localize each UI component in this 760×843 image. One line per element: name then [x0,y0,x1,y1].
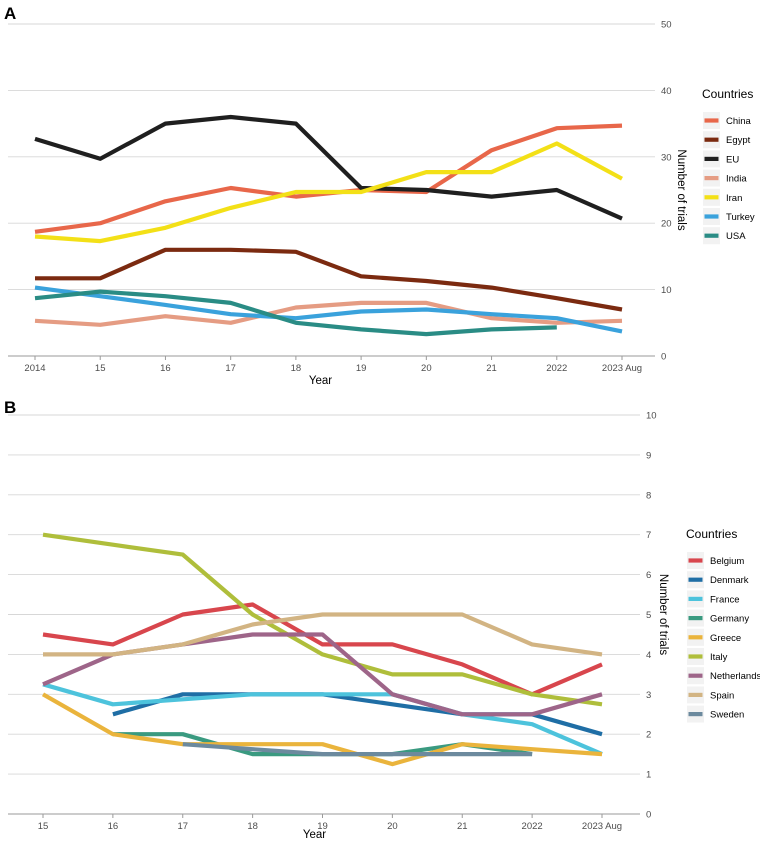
legend-label-belgium: Belgium [710,556,744,567]
legend: Countries Belgium Denmark France Germany Gree… [686,527,760,723]
legend-label-italy: Italy [710,652,728,663]
y-tick-label: 8 [646,490,651,501]
y-tick-label: 0 [661,352,666,363]
series-line-greece [41,692,603,767]
legend-label-germany: Germany [710,614,749,625]
legend: Countries China Egypt EU India Iran Turkey USA [702,87,755,245]
y-tick-label: 30 [661,152,672,163]
x-tick-label: 16 [108,821,119,832]
y-tick-label: 0 [646,810,651,821]
x-tick-label: 21 [457,821,468,832]
series-line-usa [34,289,557,337]
y-tick-label: 1 [646,770,651,781]
y-tick-label: 9 [646,450,651,461]
y-tick-label: 20 [661,219,672,230]
legend-label-netherlands: Netherlands [710,671,760,682]
series-line-iran [34,141,623,244]
x-axis-title: Year [309,375,332,387]
x-axis-title: Year [303,829,326,841]
legend-label-turkey: Turkey [726,212,755,223]
y-tick-label: 6 [646,570,651,581]
y-tick-label: 50 [661,20,672,31]
x-tick-label: 18 [247,821,258,832]
legend-title: Countries [686,527,737,541]
legend-label-usa: USA [726,231,746,242]
x-tick-label: 19 [317,821,328,832]
series-line-france [42,682,603,757]
x-tick-label: 2023 Aug [582,821,622,832]
legend-title: Countries [702,87,753,101]
legend-label-egypt: Egypt [726,135,751,146]
series-line-sweden [182,742,533,757]
y-tick-label: 10 [661,285,672,296]
y-tick-label: 10 [646,411,657,422]
x-tick-label: 15 [38,821,49,832]
y-tick-label: 5 [646,610,651,621]
series-line-egypt [35,247,623,312]
y-tick-label: 2 [646,730,651,741]
y-tick-label: 4 [646,650,651,661]
x-tick-label: 20 [387,821,398,832]
x-tick-label: 16 [160,363,171,374]
series-line-italy [42,532,603,707]
y-axis-title: Number of trials [657,574,669,655]
y-tick-label: 40 [661,86,672,97]
series-line-india [34,300,623,327]
x-tick-label: 2022 [546,363,567,374]
legend-label-spain: Spain [710,690,734,701]
legend-label-eu: EU [726,154,739,165]
x-tick-label: 17 [177,821,188,832]
x-tick-label: 2023 Aug [602,363,642,374]
x-tick-label: 20 [421,363,432,374]
legend-label-india: India [726,174,747,185]
series-line-belgium [42,602,603,697]
x-tick-label: 2022 [522,821,543,832]
x-tick-label: 19 [356,363,367,374]
y-axis-title: Number of trials [675,149,687,230]
legend-label-denmark: Denmark [710,575,749,586]
panel-label: B [4,398,16,417]
y-tick-label: 3 [646,690,651,701]
x-tick-label: 21 [486,363,497,374]
legend-label-iran: Iran [726,193,742,204]
legend-label-france: France [710,594,740,605]
series-line-spain [43,612,603,657]
series-line-turkey [34,285,623,334]
series-line-china [34,123,623,234]
x-tick-label: 17 [225,363,236,374]
legend-label-china: China [726,116,752,127]
panel-label: A [4,4,16,23]
series-line-eu [34,114,623,221]
y-tick-label: 7 [646,530,651,541]
legend-label-greece: Greece [710,633,741,644]
x-tick-label: 15 [95,363,106,374]
legend-label-sweden: Sweden [710,710,744,721]
x-tick-label: 18 [291,363,302,374]
x-tick-label: 2014 [24,363,45,374]
